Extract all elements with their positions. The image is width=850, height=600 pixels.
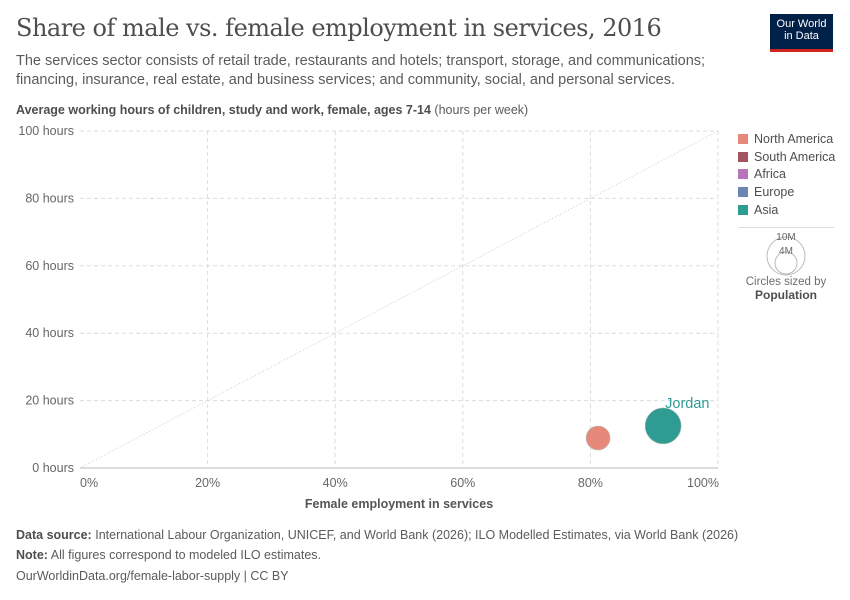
data-source: Data source: International Labour Organi…	[16, 528, 738, 542]
y-tick-label: 20 hours	[25, 394, 74, 408]
size-legend-small-circle	[774, 251, 798, 275]
legend-item-europe[interactable]: Europe	[738, 183, 835, 201]
point-label: Jordan	[665, 396, 709, 412]
data-point-north-america[interactable]	[585, 425, 611, 451]
legend-label: Africa	[754, 167, 786, 182]
x-tick-label: 100%	[687, 476, 719, 490]
size-legend-caption: Circles sized by	[745, 275, 827, 288]
logo-line1: Our World	[776, 18, 827, 30]
x-tick-label: 40%	[323, 476, 348, 490]
x-axis-title: Female employment in services	[305, 497, 493, 511]
y-title-text: Average working hours of children, study…	[16, 103, 431, 117]
legend-label: North America	[754, 131, 834, 146]
size-legend-big-label: 10M	[776, 232, 795, 243]
size-legend-variable: Population	[755, 287, 817, 302]
legend: North America South America Africa Europe As…	[738, 130, 835, 302]
x-tick-label: 0%	[80, 476, 98, 490]
chart-subtitle: The services sector consists of retail t…	[16, 53, 706, 88]
y-axis-title: Average working hours of children, study…	[16, 103, 528, 117]
legend-label: Europe	[754, 185, 795, 200]
logo-line2: in Data	[784, 30, 819, 42]
legend-swatch	[738, 133, 748, 144]
note-label: Note:	[16, 548, 48, 562]
x-tick-label: 20%	[195, 476, 220, 490]
diagonal-reference-line	[79, 130, 719, 469]
chart-title: Share of male vs. female employment in s…	[16, 14, 662, 42]
legend-item-north-america[interactable]: North America	[738, 130, 835, 148]
y-tick-label: 0 hours	[32, 461, 74, 475]
legend-swatch	[738, 151, 748, 162]
footer-url[interactable]: OurWorldinData.org/female-labor-supply |…	[16, 569, 289, 583]
legend-label: South America	[754, 149, 836, 164]
legend-divider	[738, 226, 834, 228]
legend-item-asia[interactable]: Asia	[738, 201, 835, 219]
size-legend-big-circle	[766, 236, 806, 276]
data-point-asia[interactable]	[644, 407, 682, 445]
y-tick-label: 60 hours	[25, 259, 74, 273]
legend-swatch	[738, 187, 748, 198]
size-legend: 10M 4M	[766, 232, 806, 276]
legend-swatch	[738, 169, 748, 180]
note-text: All figures correspond to modeled ILO es…	[50, 548, 322, 562]
legend-item-africa[interactable]: Africa	[738, 166, 835, 184]
y-tick-label: 40 hours	[25, 326, 74, 340]
x-tick-label: 60%	[450, 476, 475, 490]
legend-label: Asia	[754, 203, 779, 218]
y-tick-label: 100 hours	[18, 124, 74, 138]
owid-logo[interactable]: Our World in Data	[770, 14, 833, 52]
size-legend-small-label: 4M	[779, 246, 793, 257]
note: Note: All figures correspond to modeled …	[16, 548, 321, 562]
legend-item-south-america[interactable]: South America	[738, 148, 835, 166]
x-tick-label: 80%	[578, 476, 603, 490]
legend-swatch	[738, 205, 748, 216]
y-unit: (hours per week)	[434, 103, 529, 117]
source-text: International Labour Organization, UNICE…	[95, 528, 739, 542]
source-label: Data source:	[16, 528, 92, 542]
y-tick-label: 80 hours	[25, 191, 74, 205]
